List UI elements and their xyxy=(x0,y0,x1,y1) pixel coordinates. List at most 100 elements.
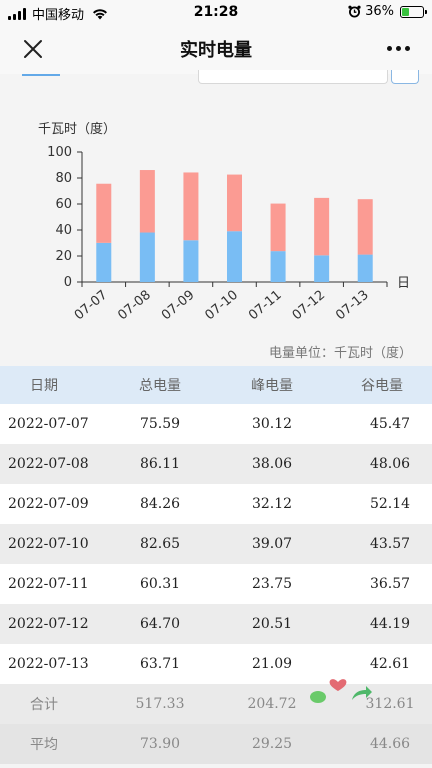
power-table: 日期 总电量 峰电量 谷电量 2022-07-07 75.59 30.12 45… xyxy=(0,366,432,764)
bar-peak xyxy=(183,240,199,282)
cell-peak: 23.75 xyxy=(251,576,293,592)
battery-icon xyxy=(400,5,427,18)
header-peak: 峰电量 xyxy=(251,378,293,394)
cell-peak: 38.06 xyxy=(251,456,293,472)
page-title: 实时电量 xyxy=(180,40,252,61)
cell-total: 64.70 xyxy=(139,616,181,632)
x-tick-label: 07-08 xyxy=(115,288,154,324)
table-row: 2022-07-08 86.11 38.06 48.06 xyxy=(0,444,432,484)
bar-valley xyxy=(357,199,373,255)
status-time: 21:28 xyxy=(193,4,239,20)
cell-date: 2022-07-12 xyxy=(8,616,89,632)
bar-valley xyxy=(314,197,330,256)
header-valley: 谷电量 xyxy=(361,378,403,394)
close-icon[interactable] xyxy=(22,38,44,60)
summary-valley: 312.61 xyxy=(365,696,415,712)
cell-total: 63.71 xyxy=(139,656,181,672)
calendar-button[interactable] xyxy=(391,70,419,84)
chart-area: 千瓦时（度） 0 20 40 60 80 100 07-07 07-08 07-09 07-10… xyxy=(0,70,432,366)
bar-valley xyxy=(96,183,112,243)
x-tick-label: 07-13 xyxy=(333,288,372,324)
cell-date: 2022-07-13 xyxy=(8,656,89,672)
cell-total: 75.59 xyxy=(139,416,181,432)
cell-total: 82.65 xyxy=(139,536,181,552)
y-tick-label: 0 xyxy=(64,275,72,290)
y-tick-label: 40 xyxy=(55,223,72,238)
x-tick-label: 07-12 xyxy=(290,288,329,324)
cell-date: 2022-07-08 xyxy=(8,456,89,472)
nav-bar: 实时电量 xyxy=(0,24,432,74)
date-select[interactable] xyxy=(198,70,388,84)
bar-peak xyxy=(357,254,373,282)
x-tick-label: 07-09 xyxy=(159,288,198,324)
summary-peak: 29.25 xyxy=(251,736,293,752)
chart-ylabel: 千瓦时（度） xyxy=(38,121,116,137)
x-tick-label: 07-11 xyxy=(246,288,285,324)
cell-date: 2022-07-09 xyxy=(8,496,89,512)
summary-total: 73.90 xyxy=(139,736,181,752)
alarm-icon xyxy=(348,5,361,18)
summary-peak: 204.72 xyxy=(247,696,297,712)
battery-percent: 36% xyxy=(365,4,394,19)
table-row: 2022-07-07 75.59 30.12 45.47 xyxy=(0,404,432,444)
y-tick-label: 100 xyxy=(47,145,72,160)
summary-valley: 44.66 xyxy=(369,736,411,752)
summary-total: 517.33 xyxy=(135,696,185,712)
chart-xlabel: 日 xyxy=(397,276,410,291)
cell-valley: 48.06 xyxy=(369,456,411,472)
table-row: 2022-07-09 84.26 32.12 52.14 xyxy=(0,484,432,524)
summary-row-total: 合计 517.33 204.72 312.61 xyxy=(0,684,432,724)
header-total: 总电量 xyxy=(139,378,181,394)
x-tick-label: 07-07 xyxy=(72,288,111,324)
bar-valley xyxy=(270,203,286,252)
y-tick-label: 20 xyxy=(55,249,72,264)
bar-peak xyxy=(139,232,155,282)
cell-peak: 32.12 xyxy=(251,496,293,512)
tab-indicator xyxy=(22,74,60,76)
bar-valley xyxy=(139,170,155,233)
bar-valley xyxy=(183,172,199,241)
table-row: 2022-07-13 63.71 21.09 42.61 xyxy=(0,644,432,684)
cell-peak: 21.09 xyxy=(251,656,293,672)
status-right: 36% xyxy=(348,4,427,19)
cell-peak: 20.51 xyxy=(251,616,293,632)
table-row: 2022-07-11 60.31 23.75 36.57 xyxy=(0,564,432,604)
table-row: 2022-07-10 82.65 39.07 43.57 xyxy=(0,524,432,564)
cell-valley: 36.57 xyxy=(369,576,411,592)
cell-total: 86.11 xyxy=(139,456,181,472)
x-tick-label: 07-10 xyxy=(202,288,241,324)
cell-valley: 52.14 xyxy=(369,496,411,512)
summary-label: 平均 xyxy=(30,737,58,753)
bar-peak xyxy=(96,242,112,282)
cell-total: 84.26 xyxy=(139,496,181,512)
bar-peak xyxy=(270,251,286,282)
cell-date: 2022-07-07 xyxy=(8,416,89,432)
cell-valley: 45.47 xyxy=(369,416,411,432)
cell-peak: 30.12 xyxy=(251,416,293,432)
table-row: 2022-07-12 64.70 20.51 44.19 xyxy=(0,604,432,644)
wifi-icon xyxy=(93,8,108,19)
status-left: 中国移动 xyxy=(8,4,108,23)
bar-valley xyxy=(227,174,242,232)
bar-peak xyxy=(227,231,242,282)
cell-peak: 39.07 xyxy=(251,536,293,552)
power-chart: 千瓦时（度） 0 20 40 60 80 100 07-07 07-08 07-09 07-10… xyxy=(38,121,410,324)
summary-label: 合计 xyxy=(30,697,58,713)
cell-valley: 42.61 xyxy=(369,656,411,672)
more-icon[interactable] xyxy=(387,46,410,51)
table-header: 日期 总电量 峰电量 谷电量 xyxy=(0,366,432,404)
status-bar: 中国移动 21:28 36% xyxy=(0,0,432,24)
cell-total: 60.31 xyxy=(139,576,181,592)
unit-note: 电量单位：千瓦时（度） xyxy=(268,346,412,361)
carrier-label: 中国移动 xyxy=(32,8,85,23)
summary-row-average: 平均 73.90 29.25 44.66 xyxy=(0,724,432,764)
cell-date: 2022-07-11 xyxy=(8,576,89,592)
y-tick-label: 60 xyxy=(55,197,72,212)
header-date: 日期 xyxy=(30,378,58,394)
y-tick-label: 80 xyxy=(55,171,72,186)
cell-valley: 44.19 xyxy=(369,616,411,632)
cell-date: 2022-07-10 xyxy=(8,536,89,552)
bar-peak xyxy=(314,255,330,282)
cell-valley: 43.57 xyxy=(369,536,411,552)
signal-icon xyxy=(8,7,26,20)
